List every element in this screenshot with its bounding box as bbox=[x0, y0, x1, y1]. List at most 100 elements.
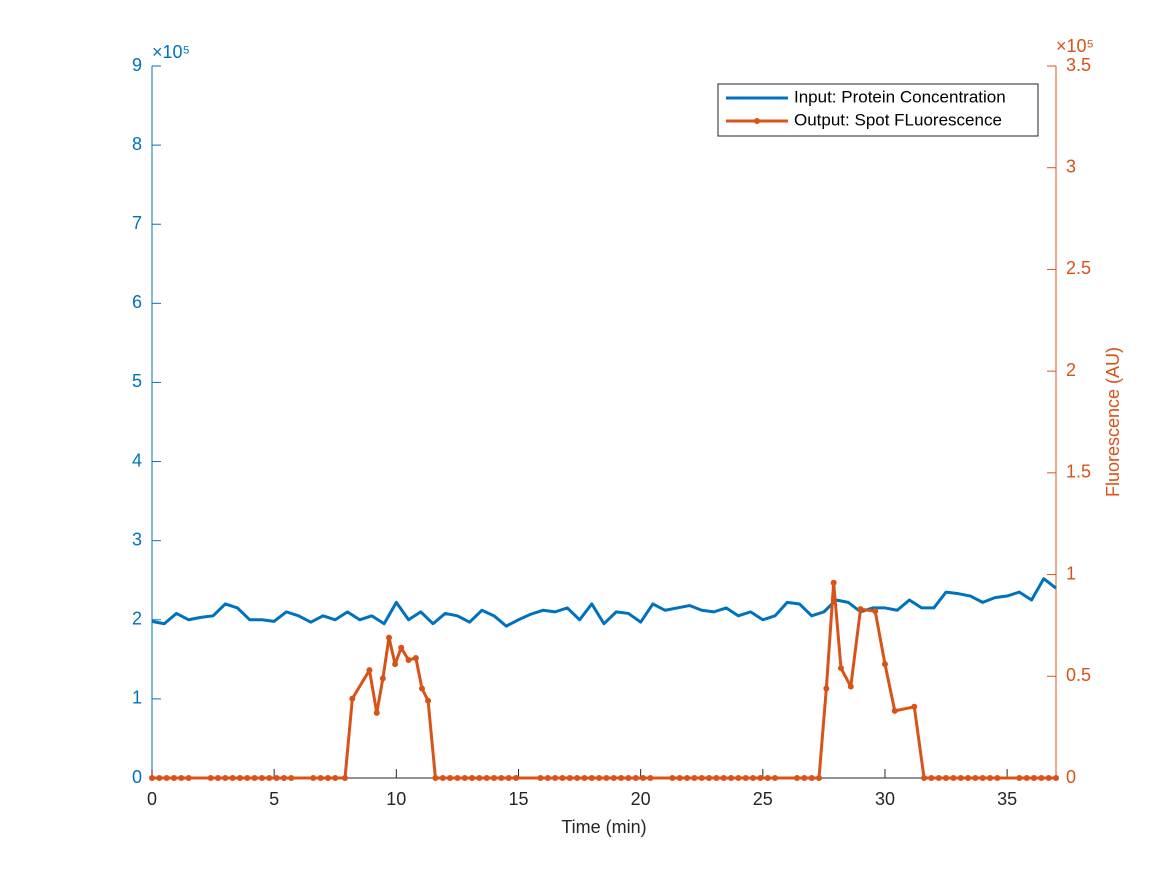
series-marker bbox=[772, 775, 779, 781]
series-marker bbox=[207, 775, 214, 781]
series-marker bbox=[698, 775, 705, 781]
series-marker bbox=[950, 775, 957, 781]
series-marker bbox=[574, 775, 581, 781]
series-marker bbox=[713, 775, 720, 781]
y2-tick-label: 2.5 bbox=[1066, 258, 1091, 278]
series-marker bbox=[469, 775, 476, 781]
series-marker bbox=[972, 775, 979, 781]
series-marker bbox=[750, 775, 757, 781]
series-marker bbox=[618, 775, 625, 781]
x-tick-label: 30 bbox=[875, 789, 895, 809]
series-marker bbox=[251, 775, 258, 781]
y-tick-label: 2 bbox=[132, 609, 142, 629]
y2-exponent-label: ×10⁵ bbox=[1056, 36, 1094, 56]
series-marker bbox=[891, 707, 898, 714]
legend-box bbox=[717, 83, 1039, 137]
series-marker bbox=[816, 775, 823, 781]
y-tick-label: 6 bbox=[132, 292, 142, 312]
y-tick-label: 8 bbox=[132, 134, 142, 154]
series-marker bbox=[552, 775, 559, 781]
series-marker bbox=[928, 775, 935, 781]
series-marker bbox=[921, 775, 928, 781]
series-marker bbox=[405, 657, 412, 664]
series-line bbox=[151, 577, 1057, 628]
series-marker bbox=[505, 775, 512, 781]
legend-label: Input: Protein Concentration bbox=[794, 87, 1006, 106]
series-marker bbox=[310, 775, 317, 781]
series-marker bbox=[647, 775, 654, 781]
series-marker bbox=[156, 775, 163, 781]
series-marker bbox=[266, 775, 273, 781]
x-tick-label: 25 bbox=[753, 789, 773, 809]
series-marker bbox=[676, 775, 683, 781]
series-marker bbox=[581, 775, 588, 781]
series-marker bbox=[236, 775, 243, 781]
series-marker bbox=[742, 775, 749, 781]
series-marker bbox=[830, 579, 837, 586]
series-marker bbox=[214, 775, 221, 781]
series-marker bbox=[588, 775, 595, 781]
series-marker bbox=[669, 775, 676, 781]
series-marker bbox=[385, 634, 392, 641]
series-marker bbox=[222, 775, 229, 781]
x-tick-label: 15 bbox=[508, 789, 528, 809]
series-marker bbox=[965, 775, 972, 781]
series-marker bbox=[398, 644, 405, 651]
y-tick-label: 9 bbox=[132, 55, 142, 75]
y-tick-label: 3 bbox=[132, 529, 142, 549]
series-marker bbox=[392, 661, 399, 668]
series-marker bbox=[603, 775, 610, 781]
series-marker bbox=[640, 775, 647, 781]
series-marker bbox=[566, 775, 573, 781]
series-marker bbox=[764, 775, 771, 781]
series-marker bbox=[185, 775, 192, 781]
series-marker bbox=[1038, 775, 1045, 781]
series-marker bbox=[366, 667, 373, 674]
series-marker bbox=[483, 775, 490, 781]
y-tick-label: 7 bbox=[132, 213, 142, 233]
series-marker bbox=[349, 695, 356, 702]
series-marker bbox=[373, 709, 380, 716]
series-marker bbox=[632, 775, 639, 781]
x-tick-label: 0 bbox=[147, 789, 157, 809]
series-marker bbox=[735, 775, 742, 781]
x-tick-label: 10 bbox=[386, 789, 406, 809]
y-tick-label: 0 bbox=[132, 767, 142, 787]
series-marker bbox=[1031, 775, 1038, 781]
y-tick-label: 5 bbox=[132, 371, 142, 391]
series-marker bbox=[596, 775, 603, 781]
y2-axis-label: Fluorescence (AU) bbox=[1103, 347, 1123, 497]
series-marker bbox=[491, 775, 498, 781]
x-tick-label: 20 bbox=[631, 789, 651, 809]
series-marker bbox=[447, 775, 454, 781]
legend-label: Output: Spot FLuorescence bbox=[794, 110, 1002, 129]
series-marker bbox=[706, 775, 713, 781]
series-marker bbox=[857, 606, 864, 613]
series-marker bbox=[935, 775, 942, 781]
series-marker bbox=[559, 775, 566, 781]
series-marker bbox=[801, 775, 808, 781]
y2-tick-label: 0 bbox=[1066, 767, 1076, 787]
series-marker bbox=[957, 775, 964, 781]
series-marker bbox=[847, 683, 854, 690]
y2-tick-label: 2 bbox=[1066, 360, 1076, 380]
series-marker bbox=[342, 775, 349, 781]
series-marker bbox=[881, 661, 888, 668]
series-marker bbox=[425, 697, 432, 704]
series-marker bbox=[943, 775, 950, 781]
series-marker bbox=[757, 775, 764, 781]
series-marker bbox=[691, 775, 698, 781]
y-tick-label: 1 bbox=[132, 688, 142, 708]
series-marker bbox=[498, 775, 505, 781]
series-marker bbox=[476, 775, 483, 781]
y2-tick-label: 1 bbox=[1066, 563, 1076, 583]
series-marker bbox=[178, 775, 185, 781]
series-marker bbox=[163, 775, 170, 781]
series-marker bbox=[720, 775, 727, 781]
y2-tick-label: 0.5 bbox=[1066, 665, 1091, 685]
series-marker bbox=[987, 775, 994, 781]
y2-tick-label: 3.5 bbox=[1066, 55, 1091, 75]
series-marker bbox=[610, 775, 617, 781]
series-marker bbox=[1023, 775, 1030, 781]
